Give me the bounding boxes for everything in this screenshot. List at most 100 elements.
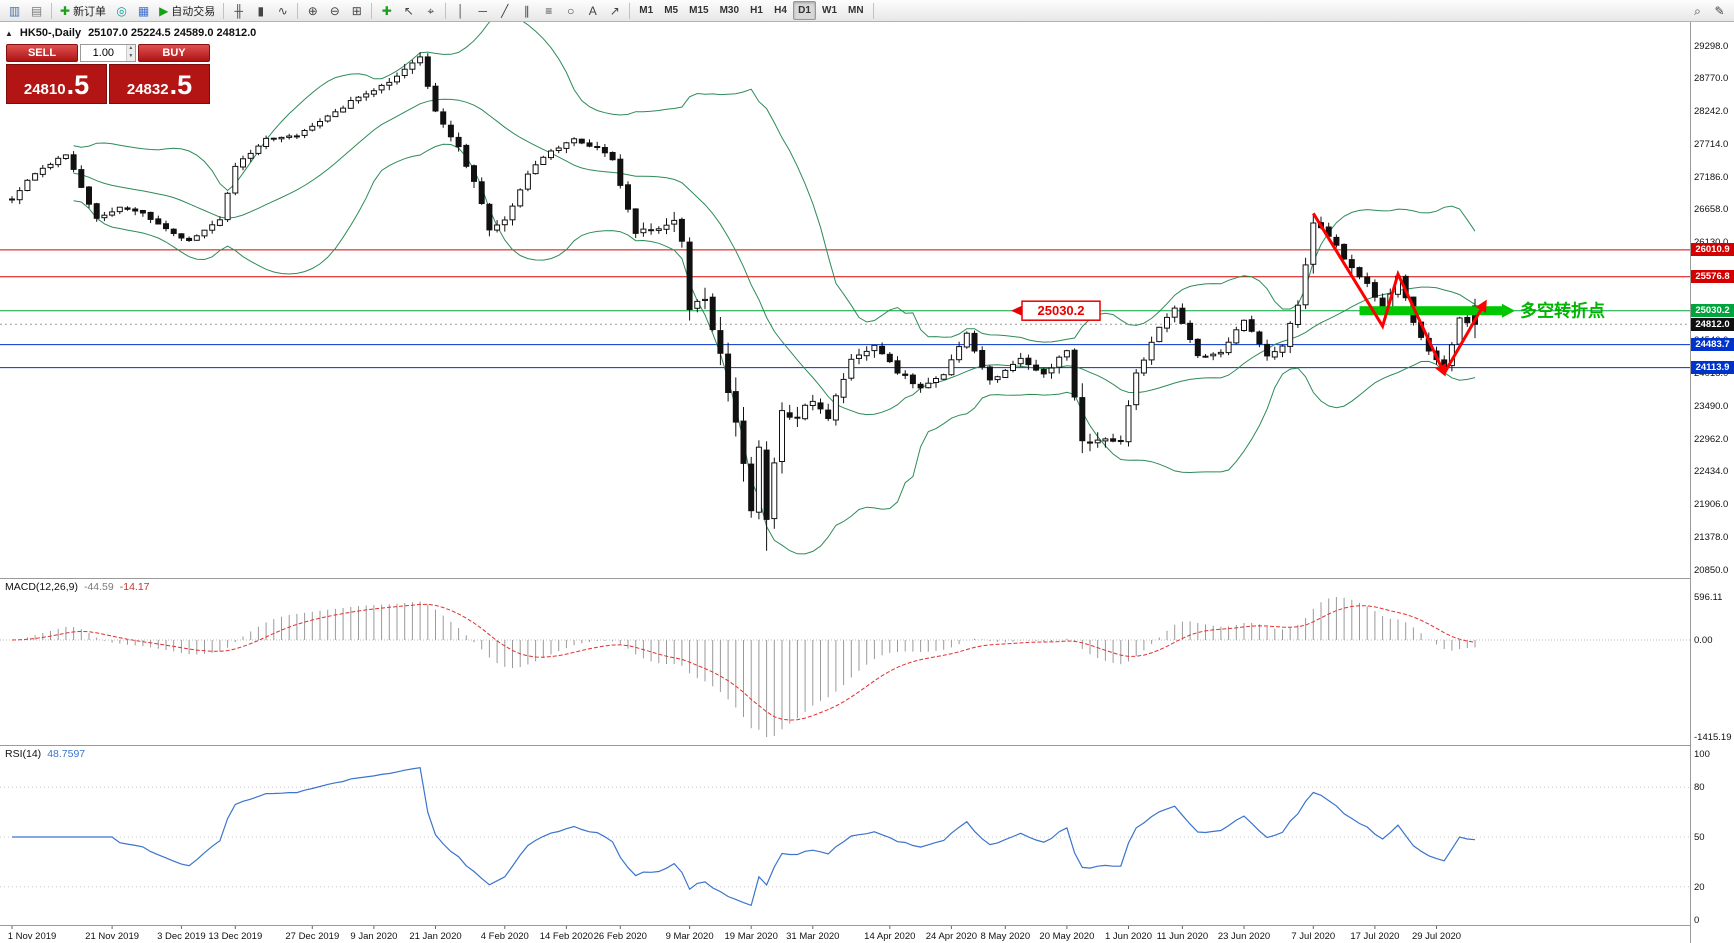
toolbar-separator (223, 2, 225, 19)
panel-splitter-macd[interactable] (0, 578, 1734, 579)
profiles-button[interactable]: ▤ (26, 1, 47, 20)
timeframe-mn-button[interactable]: MN (843, 1, 869, 20)
rsi-label: RSI(14) (5, 748, 42, 760)
toolbar-separator (872, 2, 874, 19)
callout-pointer-icon (1011, 305, 1022, 316)
timeframe-m1-button[interactable]: M1 (634, 1, 658, 20)
timeframe-m30-button[interactable]: M30 (715, 1, 744, 20)
axis-tick: 22962.0 (1694, 433, 1729, 445)
channel-button[interactable]: ∥ (516, 1, 537, 20)
buy-price-display[interactable]: 24832.5 (109, 64, 210, 104)
timeframe-m1-label: M1 (639, 5, 654, 16)
time-label: 21 Nov 2019 (85, 931, 139, 942)
horizontal-line-button[interactable]: ─ (472, 1, 493, 20)
shapes-button[interactable]: ○ (560, 1, 581, 20)
sell-button[interactable]: SELL (6, 44, 78, 62)
axis-tick: 0 (1694, 914, 1700, 926)
timeframe-d1-button[interactable]: D1 (793, 1, 817, 20)
arrows-icon: ↗ (609, 3, 620, 18)
toolbar: ▥ ▤ ✚ 新订单 ◎ ▦ ▶ 自动交易 ╫ ▮ ∿ ⊕ ⊖ ⊞ ✚ ↖ ⌖ │ ─ ╱ ∥ ≡ ○ A ↗ M1 M5 M15 M30… (0, 0, 1734, 22)
zoom-out-button[interactable]: ⊖ (324, 1, 345, 20)
rsi-value: 48.7597 (47, 748, 86, 760)
timeframe-m5-label: M5 (664, 5, 679, 16)
edit-button[interactable]: ✎ (1709, 1, 1730, 20)
trendline-icon: ╱ (501, 3, 509, 18)
panel-splitter-rsi[interactable] (0, 745, 1734, 746)
axis-tick: 50 (1694, 831, 1705, 843)
macd-label-row: MACD(12,26,9) -44.59 -14.17 (5, 581, 150, 593)
timeframe-h1-button[interactable]: H1 (745, 1, 768, 20)
crosshair-icon: ⌖ (427, 3, 435, 18)
time-label: 9 Jan 2020 (350, 931, 397, 942)
line-chart-button[interactable]: ∿ (272, 1, 293, 20)
time-label: 26 Feb 2020 (594, 931, 647, 942)
macd-panel[interactable] (0, 597, 1690, 737)
timeframe-m15-button[interactable]: M15 (684, 1, 713, 20)
volume-input[interactable] (81, 45, 126, 61)
timeframe-m5-button[interactable]: M5 (659, 1, 683, 20)
timeframe-h4-button[interactable]: H4 (769, 1, 792, 20)
sell-price-frac: .5 (66, 70, 90, 100)
tile-windows-button[interactable]: ⊞ (346, 1, 367, 20)
cursor-button[interactable]: ↖ (398, 1, 419, 20)
price-tag: 24812.0 (1691, 317, 1734, 331)
trade-panel-prices: 24810.5 24832.5 (6, 64, 210, 104)
sell-price-display[interactable]: 24810.5 (6, 64, 107, 104)
axis-tick: 28770.0 (1694, 73, 1729, 85)
line-chart-icon: ∿ (277, 3, 288, 18)
channel-icon: ∥ (523, 3, 530, 18)
volume-up-button[interactable]: ▲ (126, 45, 135, 53)
macd-signal-value: -14.17 (119, 581, 150, 593)
search-button[interactable]: ⌕ (1687, 1, 1708, 20)
volume-down-button[interactable]: ▼ (126, 53, 135, 61)
trendline-button[interactable]: ╱ (494, 1, 515, 20)
chart-canvas[interactable]: 25030.2 多空转折点 1 Nov 2019 21 Nov 2019 3 Dec 2… (0, 22, 1690, 943)
axis-tick: 27186.0 (1694, 171, 1729, 183)
turning-zone-highlight[interactable] (1359, 306, 1503, 316)
profiles-icon: ▤ (30, 3, 43, 18)
axis-tick: 0.00 (1694, 634, 1713, 646)
time-axis[interactable]: 1 Nov 2019 21 Nov 2019 3 Dec 2019 13 Dec 20… (8, 925, 1461, 942)
zoom-in-button[interactable]: ⊕ (302, 1, 323, 20)
navigator-button[interactable]: ▦ (133, 1, 154, 20)
symbol-period-label: HK50-,Daily (19, 27, 82, 39)
candlestick-chart-button[interactable]: ▮ (250, 1, 271, 20)
text-tool-button[interactable]: A (582, 1, 603, 20)
vertical-line-icon: │ (457, 3, 465, 18)
price-panel[interactable]: 25030.2 多空转折点 (0, 22, 1690, 555)
market-watch-icon: ◎ (116, 3, 127, 18)
one-click-trading-panel: SELL ▲ ▼ BUY 24810.5 24832.5 (6, 44, 210, 104)
price-axis[interactable]: 29298.0 28770.0 28242.0 27714.0 27186.0 26658… (1691, 22, 1734, 943)
trend-arrow-down[interactable] (1312, 212, 1447, 377)
one-click-toggle[interactable]: ▲ (5, 28, 13, 38)
time-label: 21 Jan 2020 (409, 931, 461, 942)
toolbar-separator (445, 2, 447, 19)
fibonacci-button[interactable]: ≡ (538, 1, 559, 20)
axis-tick: -1415.19 (1694, 731, 1732, 743)
buy-price-frac: .5 (169, 70, 193, 100)
new-order-button[interactable]: ✚ 新订单 (56, 1, 110, 20)
toolbar-separator (629, 2, 631, 19)
bollinger-middle-band (73, 98, 1476, 416)
buy-button[interactable]: BUY (138, 44, 210, 62)
toolbar-separator (51, 2, 52, 19)
price-callout[interactable] (1021, 300, 1101, 321)
bar-chart-button[interactable]: ╫ (228, 1, 249, 20)
time-label: 27 Dec 2019 (285, 931, 339, 942)
rsi-panel[interactable] (0, 767, 1690, 907)
buy-price-main: 24832 (126, 81, 169, 98)
indicators-button[interactable]: ✚ (376, 1, 397, 20)
price-tag: 24483.7 (1691, 338, 1734, 352)
market-watch-button[interactable]: ◎ (111, 1, 132, 20)
timeframe-w1-button[interactable]: W1 (817, 1, 842, 20)
trend-arrow-up[interactable] (1442, 299, 1487, 375)
vertical-line-button[interactable]: │ (450, 1, 471, 20)
autotrading-icon: ▶ (159, 3, 169, 18)
text-tool-icon: A (588, 3, 597, 18)
crosshair-button[interactable]: ⌖ (420, 1, 441, 20)
macd-label: MACD(12,26,9) (5, 581, 78, 593)
autotrading-button[interactable]: ▶ 自动交易 (155, 1, 219, 20)
arrows-button[interactable]: ↗ (604, 1, 625, 20)
time-label: 17 Jul 2020 (1350, 931, 1399, 942)
new-chart-button[interactable]: ▥ (4, 1, 25, 20)
